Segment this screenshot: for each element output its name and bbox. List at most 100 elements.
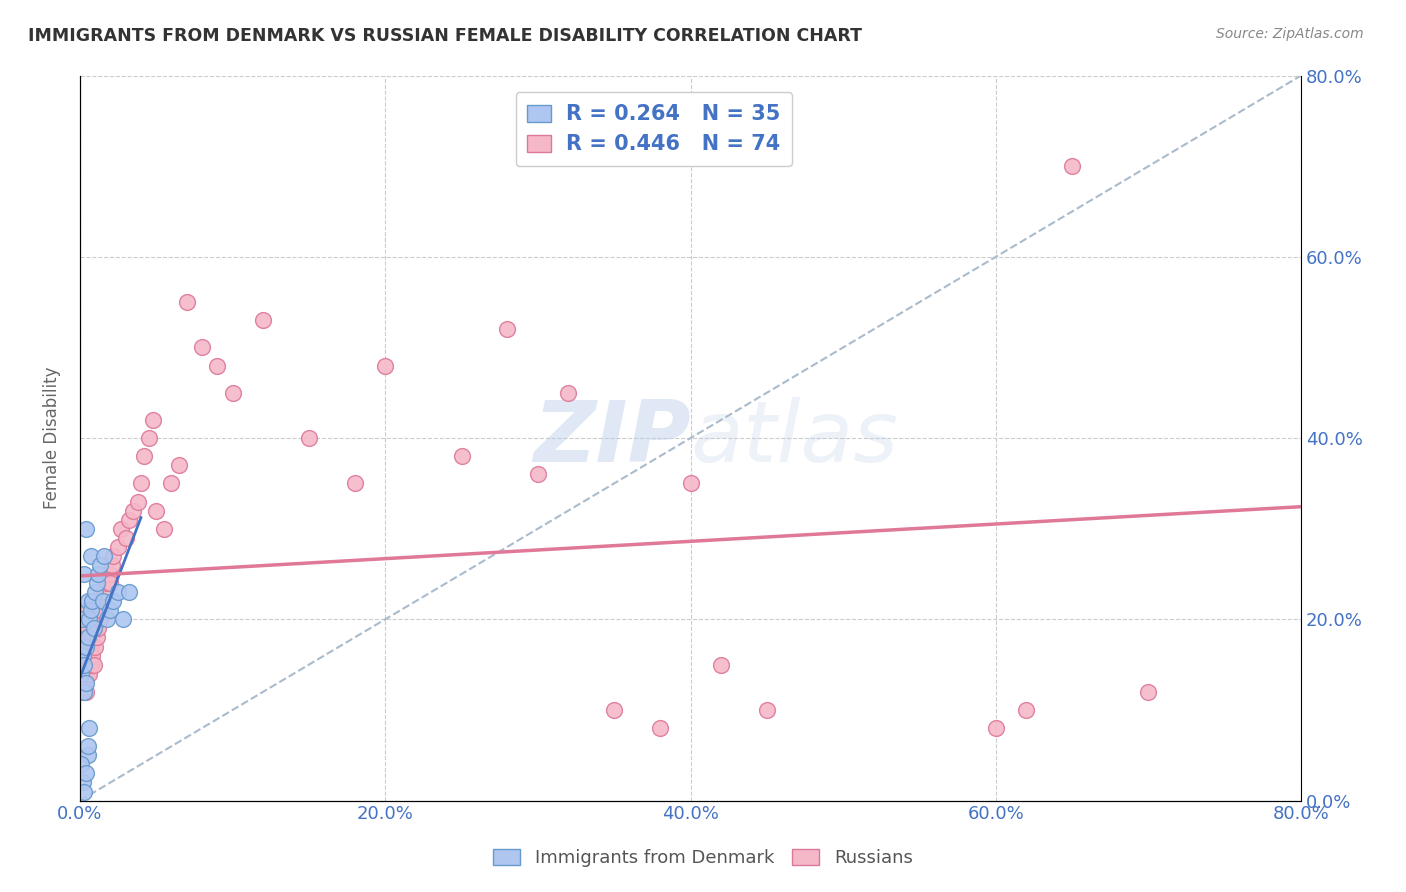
Point bbox=[76, 748, 98, 763]
Point bbox=[76, 739, 98, 754]
Point bbox=[77, 631, 100, 645]
Y-axis label: Female Disability: Female Disability bbox=[44, 367, 60, 509]
Point bbox=[86, 576, 108, 591]
Point bbox=[84, 612, 107, 626]
Point bbox=[127, 494, 149, 508]
Point bbox=[70, 648, 93, 663]
Point bbox=[648, 721, 671, 735]
Point bbox=[84, 585, 107, 599]
Point bbox=[91, 594, 114, 608]
Point bbox=[70, 757, 93, 772]
Point bbox=[93, 585, 115, 599]
Point bbox=[110, 522, 132, 536]
Point bbox=[76, 603, 98, 617]
Point bbox=[76, 657, 98, 672]
Point bbox=[72, 640, 94, 654]
Point bbox=[374, 359, 396, 373]
Point bbox=[710, 657, 733, 672]
Point bbox=[679, 476, 702, 491]
Point bbox=[89, 612, 111, 626]
Point bbox=[100, 576, 122, 591]
Point bbox=[77, 721, 100, 735]
Point bbox=[75, 666, 97, 681]
Point bbox=[1062, 159, 1084, 173]
Point bbox=[79, 603, 101, 617]
Point bbox=[1015, 703, 1038, 717]
Point bbox=[298, 431, 321, 445]
Point bbox=[77, 648, 100, 663]
Point bbox=[343, 476, 366, 491]
Point bbox=[191, 340, 214, 354]
Point bbox=[84, 640, 107, 654]
Point bbox=[79, 640, 101, 654]
Point bbox=[153, 522, 176, 536]
Point bbox=[142, 413, 165, 427]
Text: Source: ZipAtlas.com: Source: ZipAtlas.com bbox=[1216, 27, 1364, 41]
Point bbox=[75, 522, 97, 536]
Point bbox=[87, 621, 110, 635]
Point bbox=[984, 721, 1007, 735]
Point bbox=[73, 567, 96, 582]
Text: atlas: atlas bbox=[690, 397, 898, 480]
Point bbox=[80, 594, 103, 608]
Point bbox=[167, 458, 190, 473]
Point bbox=[73, 648, 96, 663]
Point bbox=[93, 549, 115, 563]
Point bbox=[77, 666, 100, 681]
Point bbox=[103, 549, 125, 563]
Point bbox=[72, 685, 94, 699]
Point bbox=[76, 621, 98, 635]
Point bbox=[77, 612, 100, 626]
Point bbox=[72, 775, 94, 789]
Point bbox=[73, 675, 96, 690]
Point bbox=[1137, 685, 1160, 699]
Point bbox=[557, 385, 579, 400]
Point bbox=[73, 621, 96, 635]
Point bbox=[107, 540, 129, 554]
Point bbox=[138, 431, 160, 445]
Point bbox=[76, 594, 98, 608]
Point bbox=[87, 567, 110, 582]
Point bbox=[107, 585, 129, 599]
Point bbox=[207, 359, 229, 373]
Legend: R = 0.264   N = 35, R = 0.446   N = 74: R = 0.264 N = 35, R = 0.446 N = 74 bbox=[516, 93, 792, 166]
Point bbox=[80, 631, 103, 645]
Point bbox=[72, 648, 94, 663]
Point bbox=[603, 703, 626, 717]
Point bbox=[118, 585, 141, 599]
Point bbox=[73, 784, 96, 798]
Point bbox=[97, 567, 120, 582]
Point bbox=[496, 322, 519, 336]
Point bbox=[252, 313, 274, 327]
Point bbox=[176, 295, 198, 310]
Text: IMMIGRANTS FROM DENMARK VS RUSSIAN FEMALE DISABILITY CORRELATION CHART: IMMIGRANTS FROM DENMARK VS RUSSIAN FEMAL… bbox=[28, 27, 862, 45]
Point bbox=[86, 631, 108, 645]
Point bbox=[75, 631, 97, 645]
Point bbox=[73, 685, 96, 699]
Text: ZIP: ZIP bbox=[533, 397, 690, 480]
Point bbox=[111, 612, 134, 626]
Point bbox=[160, 476, 183, 491]
Point bbox=[145, 503, 167, 517]
Point bbox=[100, 603, 122, 617]
Legend: Immigrants from Denmark, Russians: Immigrants from Denmark, Russians bbox=[486, 841, 920, 874]
Point bbox=[70, 666, 93, 681]
Point bbox=[118, 513, 141, 527]
Point bbox=[89, 558, 111, 572]
Point bbox=[83, 621, 105, 635]
Point bbox=[73, 657, 96, 672]
Point bbox=[129, 476, 152, 491]
Point bbox=[80, 648, 103, 663]
Point bbox=[122, 503, 145, 517]
Point bbox=[75, 640, 97, 654]
Point bbox=[132, 449, 155, 463]
Point bbox=[96, 576, 118, 591]
Point bbox=[75, 612, 97, 626]
Point bbox=[90, 603, 112, 617]
Point bbox=[96, 612, 118, 626]
Point bbox=[76, 640, 98, 654]
Point bbox=[70, 666, 93, 681]
Point bbox=[72, 657, 94, 672]
Point bbox=[79, 657, 101, 672]
Point bbox=[91, 594, 114, 608]
